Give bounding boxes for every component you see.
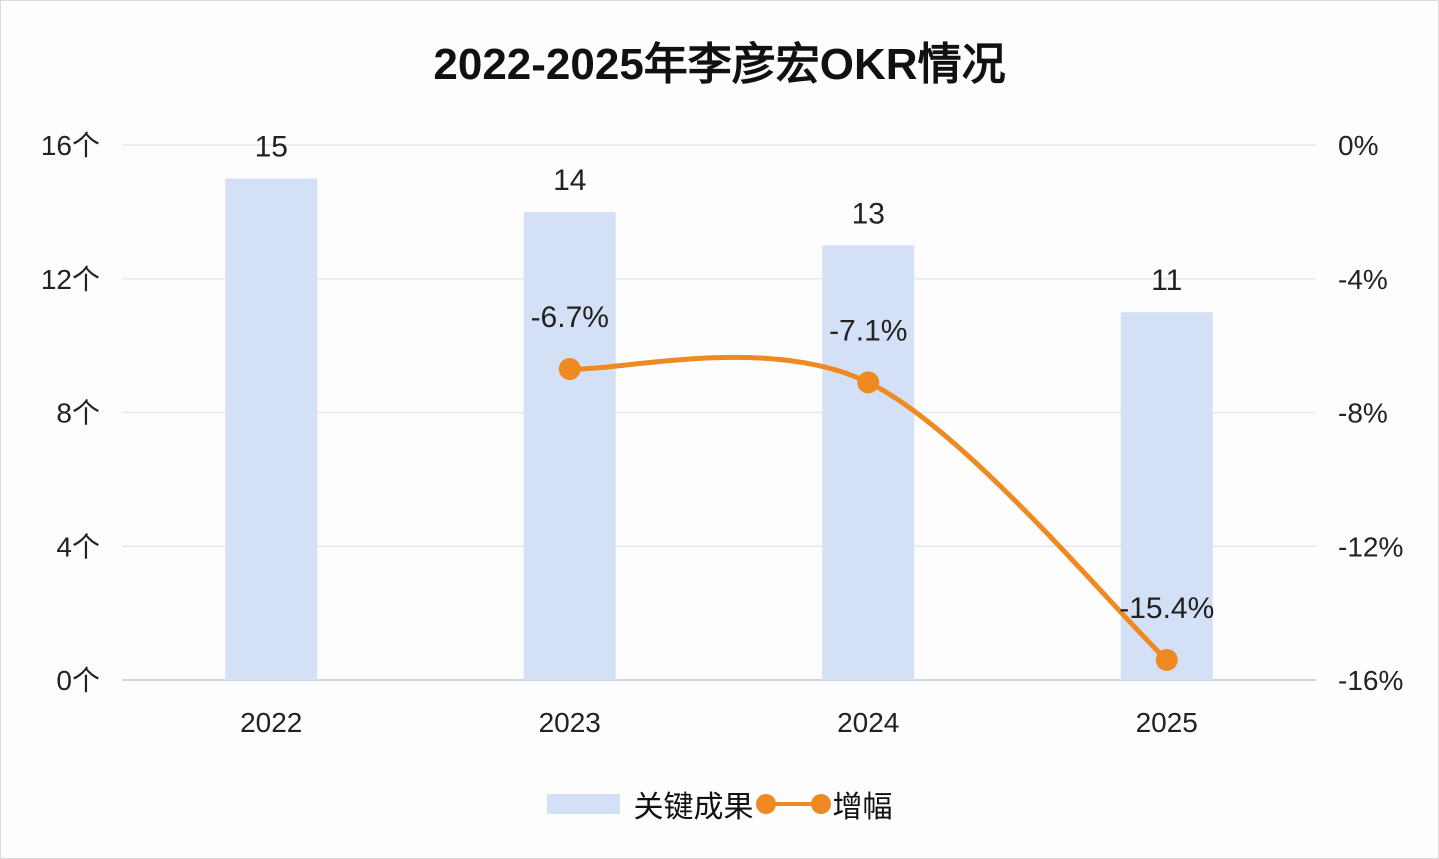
right-tick-label: -4% <box>1338 264 1388 295</box>
growth-value-label: -15.4% <box>1119 592 1214 625</box>
left-tick-label: 12个 <box>41 264 100 295</box>
bar-value-label: 11 <box>1151 264 1182 297</box>
legend: 关键成果 增幅 <box>0 782 1439 826</box>
right-tick-label: -12% <box>1338 531 1403 562</box>
right-tick-label: 0% <box>1338 130 1378 161</box>
bar-value-label: 15 <box>255 130 288 163</box>
bar <box>822 245 915 680</box>
right-tick-label: -8% <box>1338 398 1388 429</box>
chart-title: 2022-2025年李彦宏OKR情况 <box>433 40 1006 89</box>
x-tick-label: 2023 <box>539 707 601 738</box>
growth-value-label: -6.7% <box>531 301 609 334</box>
x-tick-label: 2024 <box>837 707 899 738</box>
bar <box>225 178 318 680</box>
growth-point <box>1155 648 1178 671</box>
right-tick-label: -16% <box>1338 665 1403 696</box>
growth-point <box>558 358 581 381</box>
left-tick-label: 4个 <box>56 531 100 562</box>
x-tick-label: 2022 <box>240 707 302 738</box>
bar-value-label: 13 <box>852 197 885 230</box>
legend-label-line: 增幅 <box>832 791 893 824</box>
growth-value-label: -7.1% <box>829 314 907 347</box>
x-tick-label: 2025 <box>1136 707 1198 738</box>
legend-label-bars: 关键成果 <box>633 791 754 824</box>
legend-line-swatch <box>755 792 831 816</box>
growth-point <box>857 371 880 394</box>
bar <box>1120 312 1213 680</box>
left-tick-label: 8个 <box>56 398 100 429</box>
legend-bar-swatch <box>546 794 620 814</box>
left-tick-label: 16个 <box>41 130 100 161</box>
left-tick-label: 0个 <box>56 665 100 696</box>
bar <box>523 211 616 680</box>
bar-value-label: 14 <box>553 164 586 197</box>
